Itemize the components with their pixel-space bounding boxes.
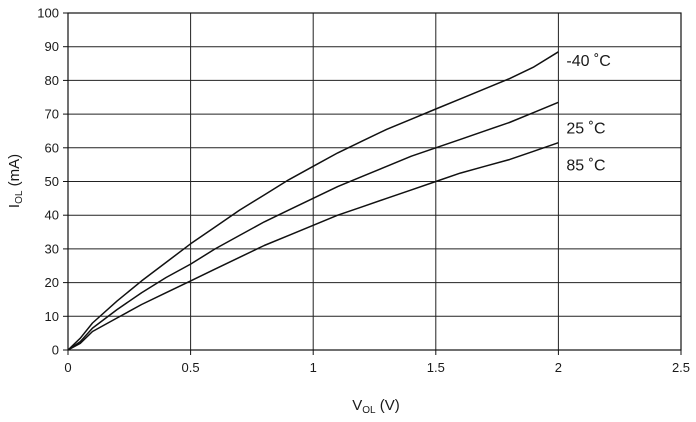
series-label-3: 85 ˚C xyxy=(566,158,605,175)
series-lines xyxy=(67,51,559,351)
x-tick-label: 1 xyxy=(310,360,317,375)
series-line-1 xyxy=(67,51,559,351)
y-tick-label: 20 xyxy=(45,275,59,290)
x-tick-label: 1.5 xyxy=(427,360,445,375)
series-label-1: -40 ˚C xyxy=(566,53,610,70)
tick-labels: 0 0.5 1 1.5 2 2.5 0 10 20 30 40 50 60 70 80 90 100 xyxy=(37,6,690,376)
series-line-3 xyxy=(67,141,559,351)
y-tick-label: 90 xyxy=(45,39,59,54)
x-tick-label: 2 xyxy=(555,360,562,375)
x-tick-label: 0 xyxy=(64,360,71,375)
y-axis-title: IOL (mA) xyxy=(6,154,25,208)
y-tick-label: 40 xyxy=(45,208,59,223)
y-tick-label: 80 xyxy=(45,73,59,88)
x-tick-label: 0.5 xyxy=(182,360,200,375)
y-tick-label: 70 xyxy=(45,107,59,122)
y-tick-label: 10 xyxy=(45,309,59,324)
y-tick-label: 50 xyxy=(45,174,59,189)
grid-lines xyxy=(63,12,682,355)
x-tick-label: 2.5 xyxy=(672,360,690,375)
y-tick-label: 60 xyxy=(45,140,59,155)
series-line-2 xyxy=(67,101,559,351)
y-tick-label: 0 xyxy=(52,343,59,358)
series-labels: -40 ˚C 25 ˚C 85 ˚C xyxy=(566,53,610,175)
y-tick-label: 30 xyxy=(45,241,59,256)
x-axis-title: VOL (V) xyxy=(352,397,400,416)
plot-frame xyxy=(67,12,682,351)
y-tick-label: 100 xyxy=(37,6,59,21)
series-label-2: 25 ˚C xyxy=(566,120,605,137)
